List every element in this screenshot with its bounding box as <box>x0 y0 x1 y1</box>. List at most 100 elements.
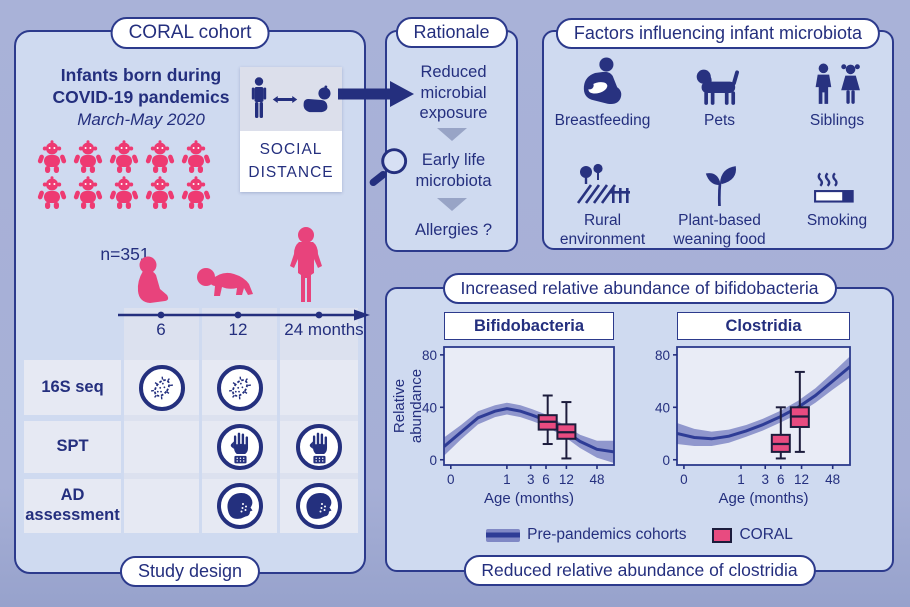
clostridia-chart-title: Clostridia <box>677 312 850 340</box>
results-panel: Increased relative abundance of bifidoba… <box>385 273 894 586</box>
baby-icon <box>35 175 69 209</box>
bifidobacteria-chart: 0 40 80 0 1 3 6 12 48 Age (months) Relative abundan… <box>391 346 615 507</box>
svg-text:0: 0 <box>447 472 455 487</box>
bacteria-icon <box>138 364 185 411</box>
factor-siblings: Siblings <box>778 54 896 154</box>
bifidobacteria-chart-title: Bifidobacteria <box>444 312 614 340</box>
baby-icon <box>179 175 213 209</box>
cell-ad-6mo-empty <box>124 479 199 533</box>
factors-panel: Factors influencing infant microbiota Br… <box>542 18 894 250</box>
study-design-badge: Study design <box>119 556 261 587</box>
svg-text:Relative: Relative <box>391 379 408 433</box>
factor-plant-based-weaning: Plant-based weaning food <box>661 154 778 262</box>
headline-line1: Infants born during <box>60 65 222 85</box>
svg-text:0: 0 <box>662 453 670 468</box>
baby-side-icon <box>301 85 333 113</box>
eczema-face-icon <box>296 483 342 529</box>
svg-text:40: 40 <box>422 400 437 415</box>
cell-16s-12mo <box>202 360 277 415</box>
svg-text:80: 80 <box>655 348 670 363</box>
sample-size-label: n=351 <box>100 244 150 264</box>
svg-text:1: 1 <box>503 472 511 487</box>
siblings-icon <box>813 54 861 106</box>
timeline-tick-24: 24 months <box>284 320 364 339</box>
rationale-panel: Rationale Reduced microbial exposure Ear… <box>385 17 518 252</box>
svg-text:3: 3 <box>761 472 769 487</box>
svg-text:Age (months): Age (months) <box>718 490 808 507</box>
timeline-tick-12: 12 <box>228 320 248 339</box>
baby-icon <box>71 175 105 209</box>
down-triangle-icon <box>436 198 467 211</box>
infant-pictogram-grid <box>34 138 216 210</box>
svg-text:3: 3 <box>527 472 535 487</box>
row-label-spt: SPT <box>24 421 121 473</box>
rationale-step-2: Early life microbiota <box>415 151 492 190</box>
cell-16s-6mo <box>124 360 199 415</box>
coral-cohort-badge: CORAL cohort <box>110 17 270 49</box>
dog-icon <box>694 54 746 106</box>
svg-text:80: 80 <box>422 348 437 363</box>
baby-icon <box>143 175 177 209</box>
svg-text:6: 6 <box>777 472 785 487</box>
skin-prick-hand-icon <box>296 424 342 470</box>
svg-text:Age (months): Age (months) <box>484 490 574 507</box>
social-distance-pictogram <box>240 67 342 131</box>
timeline-tick-6: 6 <box>156 320 166 339</box>
cell-ad-24mo <box>280 479 358 533</box>
assessment-grid: 16S seq SPT AD assessment <box>24 360 358 533</box>
baby-icon <box>35 139 69 173</box>
band-swatch-icon <box>486 528 521 542</box>
legend-pre-pandemics: Pre-pandemics cohorts <box>486 526 686 544</box>
baby-icon <box>107 175 141 209</box>
baby-icon <box>143 139 177 173</box>
flow-arrow-icon <box>338 79 414 109</box>
svg-text:6: 6 <box>542 472 550 487</box>
timeline-axis <box>118 309 370 321</box>
rationale-step-1: Reduced microbial exposure <box>419 63 488 123</box>
cell-spt-6mo-empty <box>124 421 199 473</box>
svg-text:48: 48 <box>825 472 840 487</box>
svg-text:1: 1 <box>737 472 745 487</box>
svg-text:40: 40 <box>655 400 670 415</box>
svg-text:12: 12 <box>559 472 574 487</box>
svg-text:0: 0 <box>680 472 688 487</box>
results-bottom-banner: Reduced relative abundance of clostridia <box>463 555 816 586</box>
social-distance-card: SOCIAL DISTANCE <box>240 67 342 192</box>
headline-line3: March-May 2020 <box>77 109 205 129</box>
rationale-step-3: Allergies ? <box>414 221 493 239</box>
cohort-headline: Infants born during COVID-19 pandemics M… <box>26 64 256 131</box>
down-triangle-icon <box>436 128 467 141</box>
clostridia-chart: 0 40 80 0 1 3 6 12 48 Age (months) <box>655 346 851 507</box>
svg-text:0: 0 <box>429 453 437 468</box>
social-distance-label: SOCIAL DISTANCE <box>248 141 334 181</box>
svg-text:abundance: abundance <box>408 369 425 443</box>
eczema-face-icon <box>216 483 263 529</box>
svg-text:12: 12 <box>794 472 809 487</box>
headline-line2: COVID-19 pandemics <box>52 87 230 108</box>
factor-smoking: Smoking <box>778 154 896 262</box>
cigarette-icon <box>813 154 861 206</box>
adult-person-icon <box>249 77 269 121</box>
magnifier-icon <box>366 145 414 193</box>
bacteria-icon <box>216 364 263 411</box>
factor-breastfeeding: Breastfeeding <box>544 54 661 154</box>
coral-cohort-panel: CORAL cohort Infants born during COVID-1… <box>14 17 370 587</box>
box-swatch-icon <box>712 527 733 543</box>
skin-prick-hand-icon <box>216 424 263 470</box>
rationale-badge: Rationale <box>395 17 508 48</box>
row-label-16s-seq: 16S seq <box>24 360 121 415</box>
legend-coral: CORAL <box>712 526 793 544</box>
cell-spt-12mo <box>202 421 277 473</box>
double-arrow-icon <box>272 93 298 106</box>
row-label-ad: AD assessment <box>24 479 121 533</box>
baby-icon <box>179 139 213 173</box>
baby-icon <box>71 139 105 173</box>
crawling-baby-icon <box>196 264 262 304</box>
farm-field-icon <box>576 154 630 206</box>
factors-grid: Breastfeeding Pets Siblings Rural enviro… <box>544 54 896 262</box>
standing-toddler-icon <box>283 226 329 304</box>
sitting-baby-icon <box>136 256 170 304</box>
cell-ad-12mo <box>202 479 277 533</box>
chart-legend: Pre-pandemics cohorts CORAL <box>387 526 892 544</box>
